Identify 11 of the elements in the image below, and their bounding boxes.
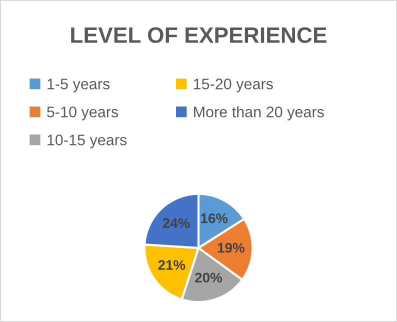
data-label: 16%	[201, 213, 228, 224]
data-label: 19%	[218, 242, 244, 253]
legend-label: More than 20 years	[194, 106, 324, 120]
legend-label: 15-20 years	[194, 78, 273, 92]
data-label: 20%	[195, 272, 222, 283]
legend-label: 5-10 years	[47, 106, 118, 120]
legend-label: 1-5 years	[48, 78, 110, 92]
data-label: 24%	[162, 218, 190, 228]
legend-label: 10-15 years	[48, 134, 127, 148]
data-label: 21%	[158, 260, 186, 270]
chart-title: LEVEL OF EXPERIENCE	[71, 27, 326, 43]
